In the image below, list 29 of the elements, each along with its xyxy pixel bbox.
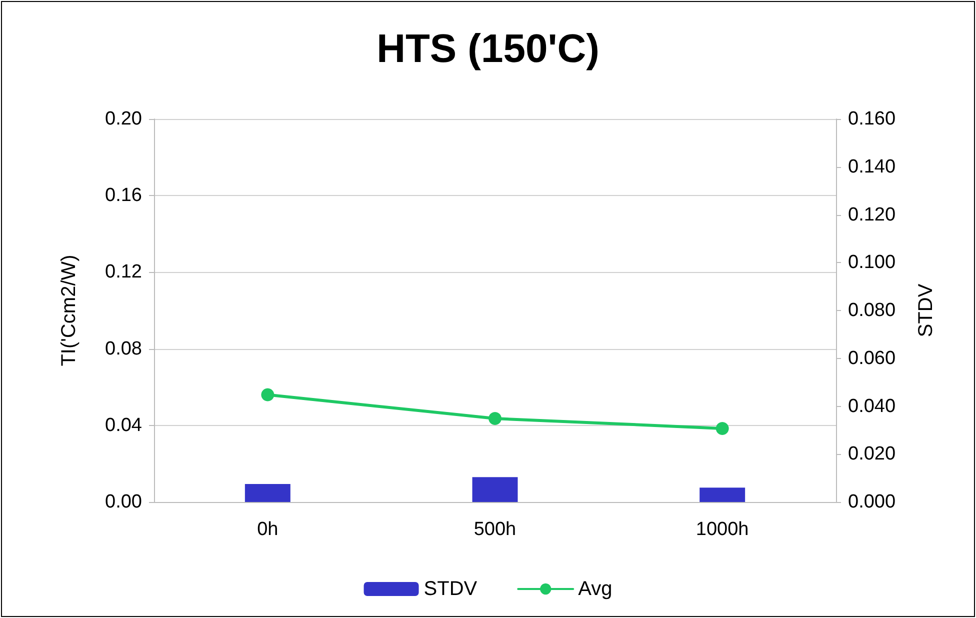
y-axis-title: TI('Ccm2/W) xyxy=(58,254,80,366)
y2-tick-label: 0.000 xyxy=(848,492,896,512)
y-tick-label: 0.20 xyxy=(105,108,142,130)
y2-axis-title: STDV xyxy=(915,283,937,338)
y-tick-label: 0.00 xyxy=(105,492,142,512)
y-tick-label: 0.04 xyxy=(105,414,142,436)
x-tick-label: 1000h xyxy=(696,519,749,540)
y2-tick-label: 0.020 xyxy=(848,444,896,465)
chart-title: HTS (150'C) xyxy=(376,27,600,71)
y-tick-label: 0.16 xyxy=(105,185,142,206)
legend-label: STDV xyxy=(424,578,478,600)
bar xyxy=(244,484,290,502)
x-tick-label: 500h xyxy=(474,519,516,540)
point xyxy=(716,422,729,435)
point xyxy=(488,412,502,425)
y2-tick-label: 0.040 xyxy=(848,396,896,417)
y2-tick-label: 0.060 xyxy=(848,348,896,369)
point xyxy=(261,388,274,402)
legend-label: Avg xyxy=(578,578,612,600)
y2-tick-label: 0.100 xyxy=(848,252,896,274)
bar xyxy=(472,477,518,502)
y2-tick-label: 0.120 xyxy=(848,204,896,226)
x-tick-label: 0h xyxy=(257,519,278,540)
y2-tick-label: 0.140 xyxy=(848,156,896,178)
bar xyxy=(700,488,746,502)
y-tick-label: 0.08 xyxy=(105,338,142,360)
y2-tick-label: 0.160 xyxy=(848,108,896,130)
y-tick-label: 0.12 xyxy=(105,262,142,283)
y2-tick-label: 0.080 xyxy=(848,300,896,321)
